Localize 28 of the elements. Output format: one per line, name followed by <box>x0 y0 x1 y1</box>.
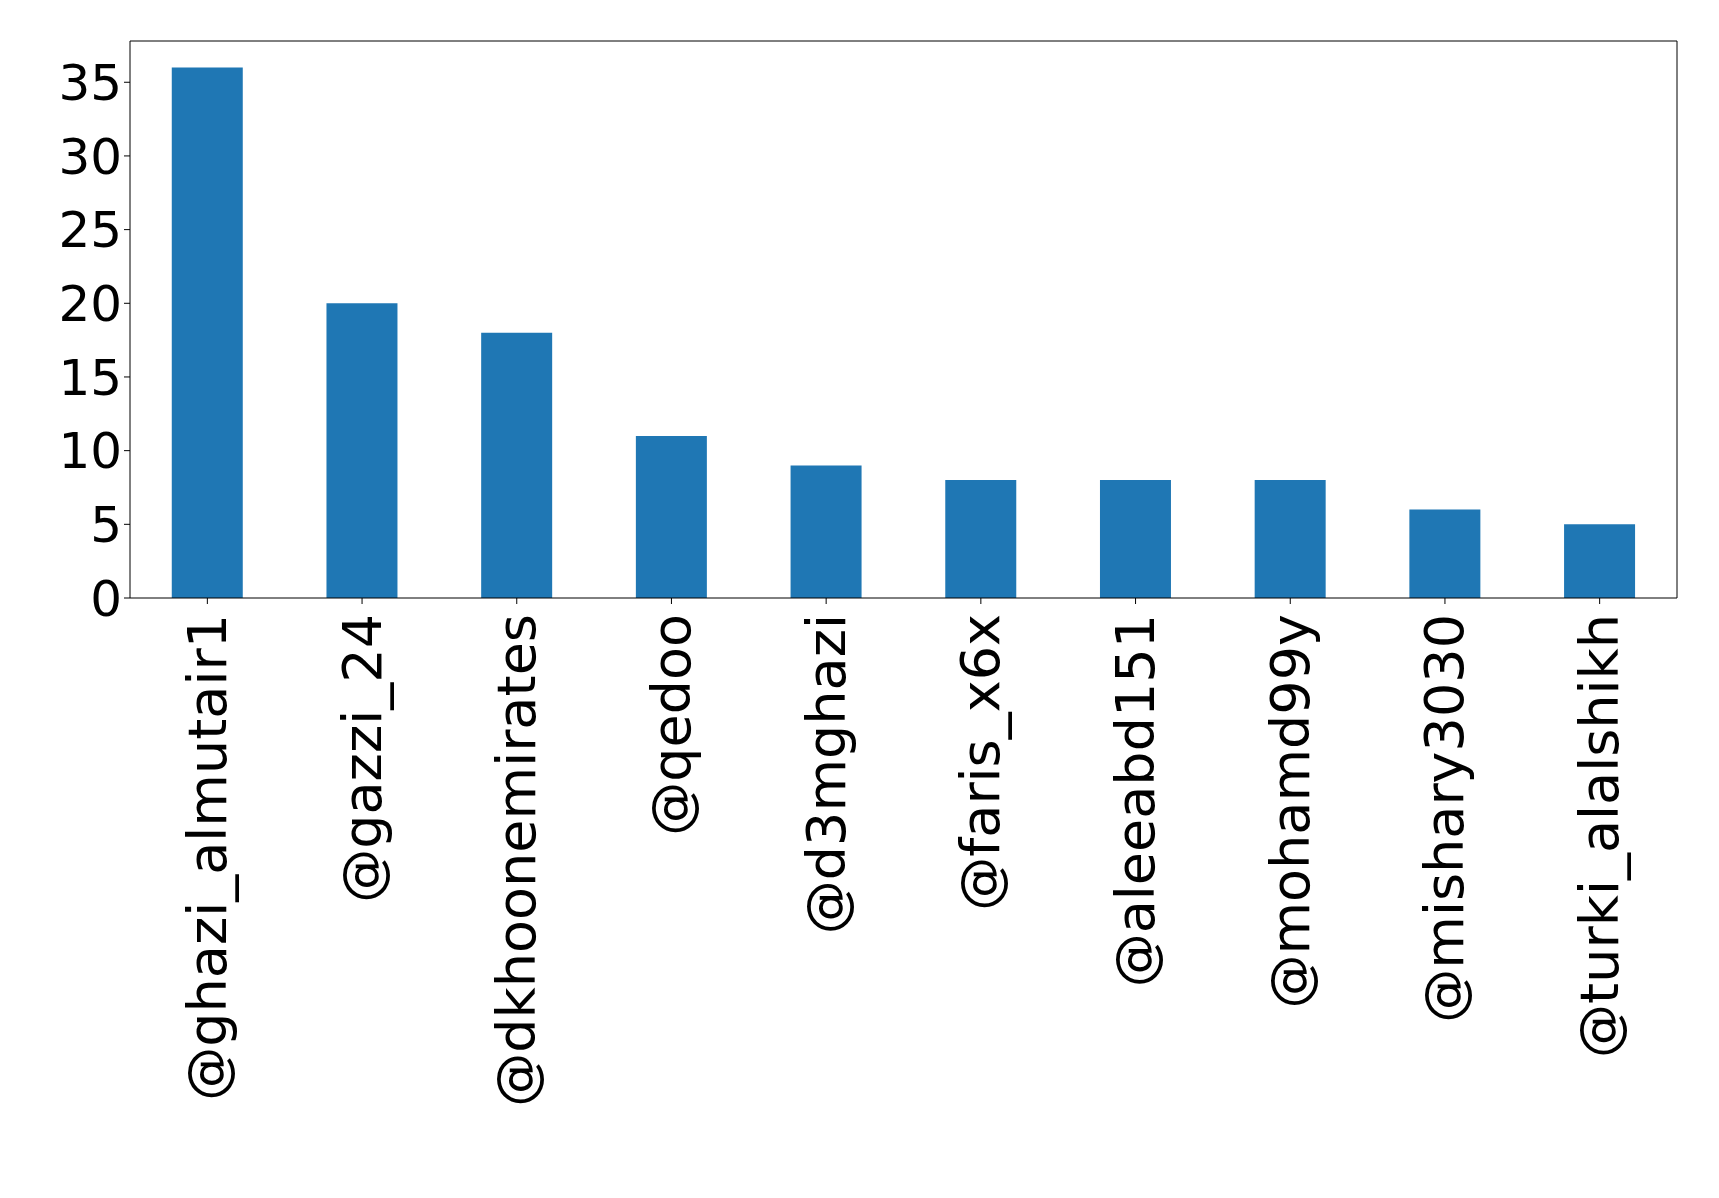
y-tick-label: 0 <box>90 569 122 628</box>
x-tick-label: @turki_alalshikh <box>1568 614 1632 1058</box>
bar <box>1409 509 1481 598</box>
y-tick-label: 30 <box>58 127 122 186</box>
y-tick-label: 35 <box>58 54 122 113</box>
x-tick-label: @ghazi_almutair1 <box>175 614 239 1101</box>
bar <box>1564 524 1636 598</box>
bar <box>481 332 553 598</box>
x-tick-label: @qedoo <box>639 614 703 836</box>
x-tick-label: @d3mghazi <box>794 614 858 935</box>
x-tick-label: @mishary3030 <box>1413 614 1477 1023</box>
y-tick-label: 25 <box>58 201 122 260</box>
y-tick-label: 15 <box>58 348 122 407</box>
bar <box>790 465 862 598</box>
bar <box>635 435 707 598</box>
bar <box>945 480 1017 598</box>
bar <box>171 67 243 598</box>
x-tick-label: @dkhoonemirates <box>485 614 549 1107</box>
bar <box>326 303 398 598</box>
y-tick-label: 10 <box>58 422 122 481</box>
x-tick-label: @faris_x6x <box>949 614 1013 911</box>
x-tick-label: @mohamd99y <box>1258 614 1322 1009</box>
bar <box>1099 480 1171 598</box>
x-tick-label: @aleeabd151 <box>1104 614 1168 988</box>
y-tick-label: 5 <box>90 496 122 555</box>
bar <box>1254 480 1326 598</box>
y-tick-label: 20 <box>58 275 122 334</box>
x-tick-label: @gazzi_24 <box>330 614 394 903</box>
